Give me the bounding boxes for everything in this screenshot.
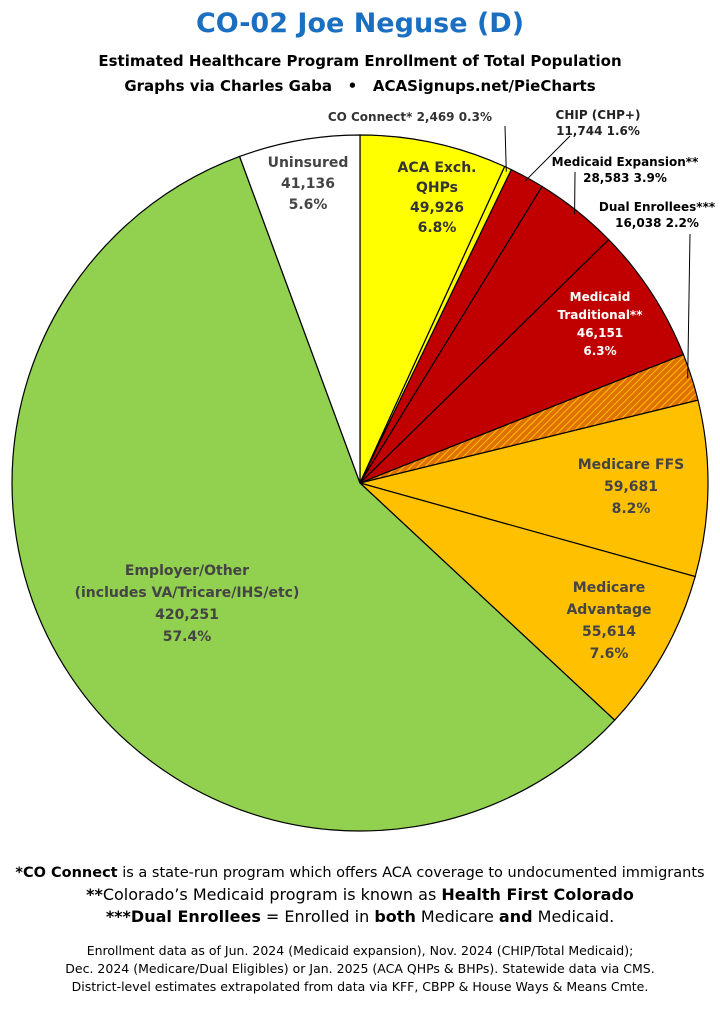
pie-slice-medicare-ffs — [357, 399, 709, 578]
slice-label-employer-other-includes-va-tricare-ihs-etc: 57.4% — [163, 629, 212, 645]
slice-label-co-connect: CO Connect* 2,469 0.3% — [328, 110, 492, 124]
slice-label-employer-other-includes-va-tricare-ihs-etc: Employer/Other — [125, 563, 249, 579]
slice-label-aca-exch-qhps: ACA Exch. — [398, 160, 477, 176]
slice-label-medicaid-traditional: Traditional** — [558, 308, 644, 322]
footnote-co-connect: *CO Connect is a state-run program which… — [15, 865, 705, 881]
footnote-medicaid: **Colorado’s Medicaid program is known a… — [86, 885, 634, 904]
pie-chart: ACA Exch. QHPs 49,926 6.8% CO Connect* 2,469… — [11, 108, 716, 832]
slice-label-employer-other-includes-va-tricare-ihs-etc: (includes VA/Tricare/IHS/etc) — [75, 585, 300, 601]
slice-label-medicaid-expansion: Medicaid Expansion** — [552, 155, 699, 169]
slice-label-chip-chp: CHIP (CHP+) — [556, 108, 641, 122]
slice-label-medicare-ffs: 59,681 — [604, 479, 658, 495]
slice-label-medicaid-expansion: 28,583 3.9% — [583, 171, 667, 185]
slice-label-medicare-advantage: 55,614 — [582, 624, 636, 640]
slice-label-dual-enrollees: Dual Enrollees*** — [599, 200, 716, 214]
slice-label-uninsured: 5.6% — [289, 197, 328, 213]
slice-label-uninsured: Uninsured — [268, 155, 349, 171]
slice-label-medicare-advantage: Advantage — [566, 602, 651, 618]
slice-label-medicaid-traditional: 46,151 — [577, 326, 623, 340]
slice-label-medicaid-traditional: 6.3% — [583, 344, 616, 358]
slice-label-employer-other-includes-va-tricare-ihs-etc: 420,251 — [155, 607, 219, 623]
slice-label-medicare-advantage: Medicare — [573, 580, 645, 596]
slice-label-medicare-advantage: 7.6% — [590, 646, 629, 662]
pie-slice-aca-exch-qhps — [359, 134, 506, 484]
slice-label-chip-chp: 11,744 1.6% — [556, 124, 640, 138]
leader-line-chip-chp — [524, 135, 571, 182]
source-note: Enrollment data as of Jun. 2024 (Medicai… — [65, 943, 655, 994]
pie-slice-medicare-advantage — [359, 482, 696, 722]
slice-label-medicare-ffs: 8.2% — [612, 501, 651, 517]
pie-slice-employer-other-includes-va-tricare-ihs-etc — [11, 155, 616, 832]
footnotes: *CO Connect is a state-run program which… — [0, 862, 720, 928]
leader-line-co-connect — [504, 125, 507, 172]
slice-label-dual-enrollees: 16,038 2.2% — [615, 216, 699, 230]
leader-line-dual-enrollees — [687, 233, 691, 379]
pie-slice-medicaid-traditional — [359, 238, 685, 484]
footnote-dual: ***Dual Enrollees = Enrolled in both Med… — [105, 907, 615, 926]
slice-label-medicaid-traditional: Medicaid — [570, 290, 631, 304]
slice-label-uninsured: 41,136 — [281, 176, 335, 192]
slice-label-medicare-ffs: Medicare FFS — [578, 457, 684, 473]
chart-subtitle: Estimated Healthcare Program Enrollment … — [98, 52, 622, 70]
chart-title: CO-02 Joe Neguse (D) — [195, 8, 525, 39]
chart-credit: Graphs via Charles Gaba • ACASignups.net… — [124, 77, 596, 95]
slice-label-aca-exch-qhps: QHPs — [416, 180, 458, 196]
slice-label-aca-exch-qhps: 49,926 — [410, 200, 464, 216]
pie-slice-uninsured — [238, 134, 361, 484]
slice-label-aca-exch-qhps: 6.8% — [418, 220, 457, 236]
